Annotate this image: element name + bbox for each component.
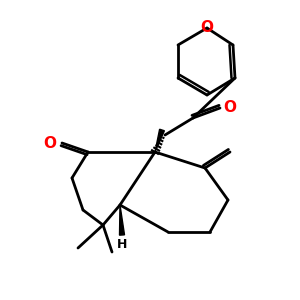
Polygon shape: [119, 205, 124, 235]
Polygon shape: [155, 129, 164, 152]
Text: H: H: [117, 238, 127, 251]
Text: O: O: [224, 100, 236, 116]
Text: O: O: [44, 136, 56, 151]
Text: O: O: [200, 20, 214, 35]
